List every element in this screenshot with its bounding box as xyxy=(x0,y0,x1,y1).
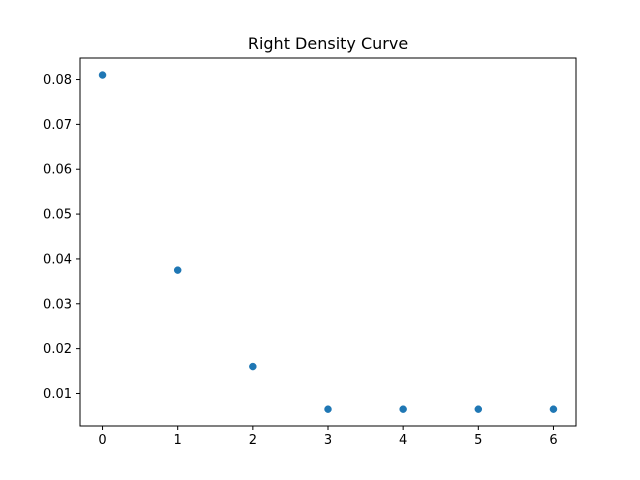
data-point xyxy=(399,405,407,413)
x-tick-label: 5 xyxy=(474,433,482,448)
x-tick-label: 3 xyxy=(324,433,332,448)
data-point xyxy=(549,405,558,413)
y-tick-label: 0.01 xyxy=(43,387,72,402)
y-tick-label: 0.04 xyxy=(43,252,72,267)
y-tick-label: 0.02 xyxy=(43,342,72,357)
y-tick-label: 0.05 xyxy=(43,208,72,223)
data-point xyxy=(474,405,483,413)
data-point xyxy=(173,266,182,274)
y-tick-label: 0.08 xyxy=(43,73,72,88)
y-tick-label: 0.03 xyxy=(43,297,72,312)
x-tick-label: 4 xyxy=(399,433,407,448)
x-tick-label: 6 xyxy=(549,433,557,448)
y-tick-label: 0.07 xyxy=(43,118,72,133)
data-point xyxy=(249,362,257,371)
x-tick-label: 2 xyxy=(249,433,257,448)
x-tick-label: 1 xyxy=(174,433,182,448)
chart-title: Right Density Curve xyxy=(248,34,408,53)
plot-area: 0 1 2 3 4 5 6 0.01 0.02 0.03 0.04 0.05 0.06 0.07 0.08 xyxy=(43,57,577,448)
data-point xyxy=(324,405,332,413)
x-tick-label: 0 xyxy=(98,433,106,448)
data-point xyxy=(98,71,107,79)
y-tick-label: 0.06 xyxy=(43,163,72,178)
